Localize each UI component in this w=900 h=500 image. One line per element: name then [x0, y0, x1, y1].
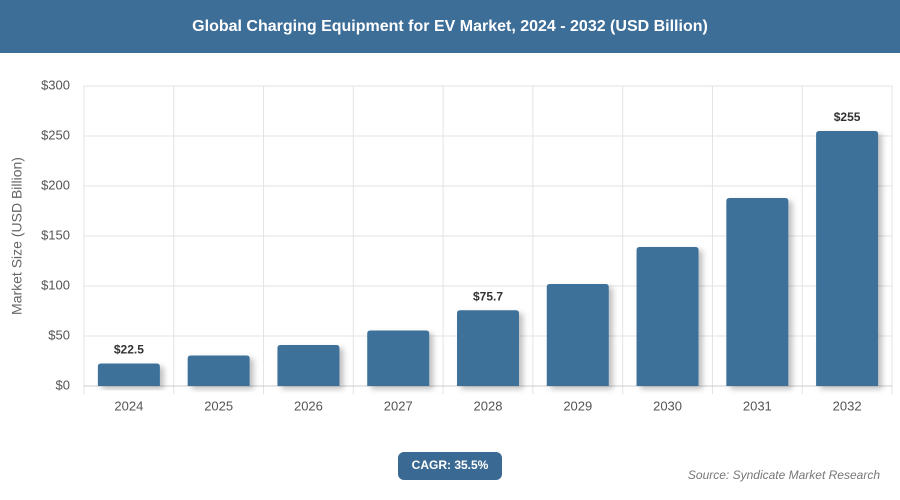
- x-tick-label: 2031: [743, 398, 772, 413]
- x-tick-label: 2032: [833, 398, 862, 413]
- bar: [277, 345, 340, 386]
- bar: [726, 198, 789, 386]
- x-tick-label: 2024: [114, 398, 143, 413]
- value-label: $22.5: [114, 343, 144, 357]
- value-label: $255: [834, 110, 861, 124]
- x-tick-label: 2029: [563, 398, 592, 413]
- bar: [457, 310, 519, 386]
- bar: [367, 330, 430, 386]
- bar: [97, 363, 160, 386]
- x-tick-label: 2027: [384, 398, 413, 413]
- bar: [816, 131, 879, 386]
- y-tick-label: $100: [41, 277, 70, 292]
- y-tick-label: $50: [48, 327, 70, 342]
- y-axis-label: Market Size (USD Billion): [9, 157, 25, 315]
- x-tick-label: 2025: [204, 398, 233, 413]
- source-note: Source: Syndicate Market Research: [688, 468, 880, 482]
- y-tick-label: $250: [41, 127, 70, 142]
- cagr-badge: [398, 452, 502, 480]
- x-tick-label: 2028: [474, 398, 503, 413]
- value-label: $75.7: [473, 289, 503, 303]
- bar: [636, 247, 699, 386]
- y-tick-label: $200: [41, 177, 70, 192]
- x-tick-label: 2026: [294, 398, 323, 413]
- x-tick-label: 2030: [653, 398, 682, 413]
- y-tick-label: $150: [41, 227, 70, 242]
- bar: [187, 355, 250, 386]
- chart-title: Global Charging Equipment for EV Market,…: [192, 18, 708, 35]
- y-tick-label: $300: [41, 77, 70, 92]
- header-bar: [0, 0, 900, 53]
- y-tick-label: $0: [56, 377, 70, 392]
- bar: [546, 284, 609, 386]
- cagr-text: CAGR: 35.5%: [412, 458, 489, 472]
